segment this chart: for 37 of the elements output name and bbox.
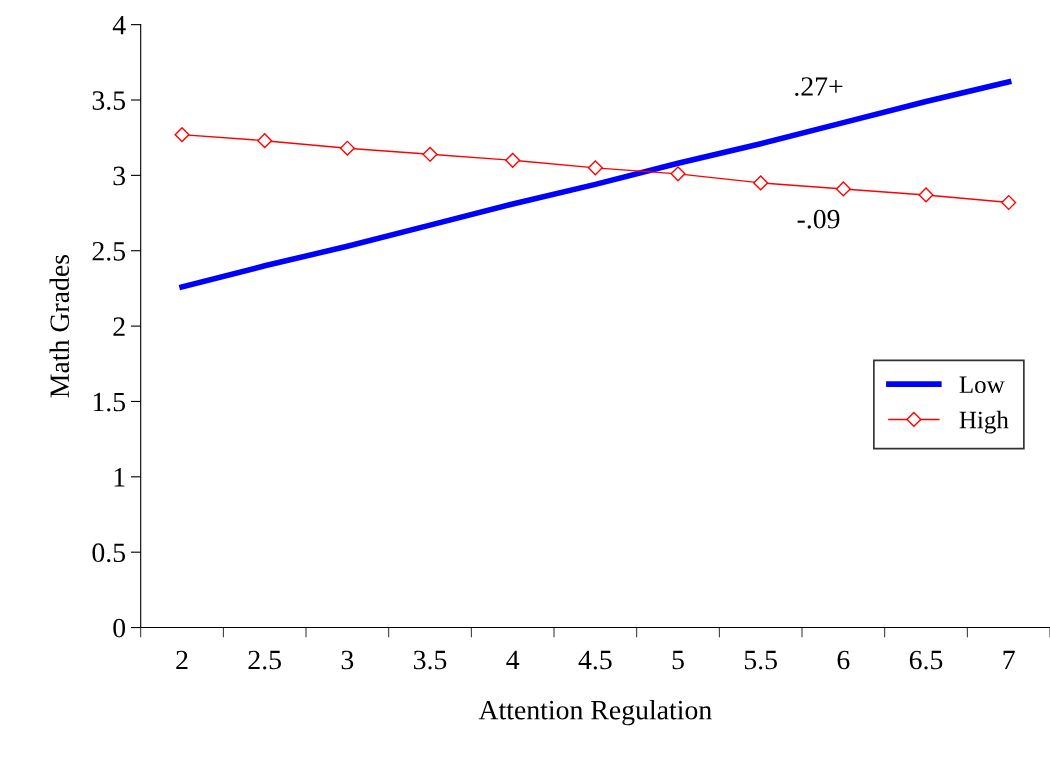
point <box>422 146 438 162</box>
point <box>1001 194 1017 211</box>
x-tick-label: 3.5 <box>413 650 447 670</box>
y-tick-label: 3.5 <box>92 91 126 111</box>
point <box>753 175 769 191</box>
point <box>918 187 934 203</box>
y-tick-label: 1 <box>114 468 125 487</box>
x-tick-label: 4 <box>506 650 520 670</box>
x-tick-label: 6 <box>837 650 850 670</box>
annotation: -.09 <box>797 209 840 229</box>
point <box>174 127 190 143</box>
y-tick-label: 2.5 <box>92 241 126 261</box>
y-tick-label: 2 <box>113 317 125 336</box>
x-tick-label: 5 <box>672 650 684 670</box>
y-tick-label: 0 <box>113 618 126 638</box>
point <box>670 166 686 182</box>
x-axis-title: Attention Regulation <box>478 699 712 726</box>
y-tick-label: 0.5 <box>92 543 126 563</box>
x-tick-label: 5.5 <box>744 650 777 670</box>
y-tick-label: 1.5 <box>93 392 126 412</box>
y-tick-label: 4 <box>112 15 126 35</box>
legend-label: Low <box>959 376 1005 394</box>
x-tick-label: 2 <box>176 650 188 670</box>
point <box>257 133 273 149</box>
y-axis-title: Math Grades <box>49 254 70 398</box>
x-tick-label: 7 <box>1003 650 1015 670</box>
point <box>505 152 521 168</box>
annotation: .27+ <box>795 77 843 96</box>
point <box>587 160 603 176</box>
point <box>339 140 355 156</box>
x-tick-label: 4.5 <box>578 650 612 670</box>
y-tick-label: 3 <box>113 166 126 186</box>
x-tick-label: 3 <box>341 650 354 670</box>
x-tick-label: 2.5 <box>248 650 281 670</box>
x-tick-label: 6.5 <box>909 650 943 670</box>
legend-label: High <box>959 410 1009 434</box>
point <box>835 181 851 197</box>
